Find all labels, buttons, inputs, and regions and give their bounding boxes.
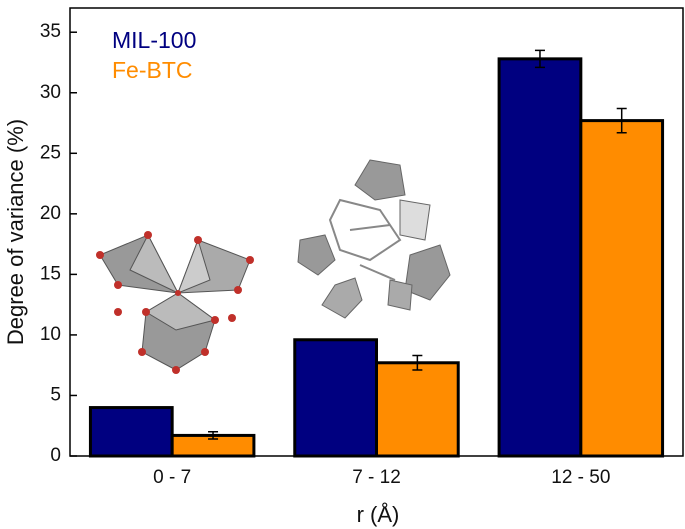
structure-atoms: [96, 231, 254, 374]
y-tick-label: 0: [50, 445, 61, 466]
x-tick-label: 12 - 50: [551, 467, 610, 488]
error-bar: [534, 49, 545, 69]
bar: [88, 406, 174, 458]
legend-label: MIL-100: [112, 27, 196, 53]
bar: [293, 338, 378, 458]
y-tick-label: 15: [40, 263, 61, 284]
error-bar: [412, 354, 423, 371]
y-axis-label: Degree of variance (%): [3, 119, 28, 345]
y-tick-label: 30: [40, 82, 61, 103]
y-tick-label: 5: [50, 384, 61, 405]
structure-illustration: [99, 233, 251, 371]
bar: [375, 361, 460, 458]
y-tick-label: 10: [40, 324, 61, 345]
error-bar: [616, 107, 627, 134]
bar: [579, 119, 665, 458]
bar: [497, 57, 583, 458]
y-tick-label: 25: [40, 142, 61, 163]
error-bar: [208, 431, 219, 440]
framework-illustration: [297, 159, 451, 319]
x-axis-label: r (Å): [357, 502, 400, 527]
y-tick-label: 20: [40, 203, 61, 224]
x-tick-label: 0 - 7: [153, 467, 191, 488]
legend-label: Fe-BTC: [112, 57, 193, 83]
x-tick-label: 7 - 12: [352, 467, 401, 488]
y-tick-label: 35: [40, 21, 61, 42]
